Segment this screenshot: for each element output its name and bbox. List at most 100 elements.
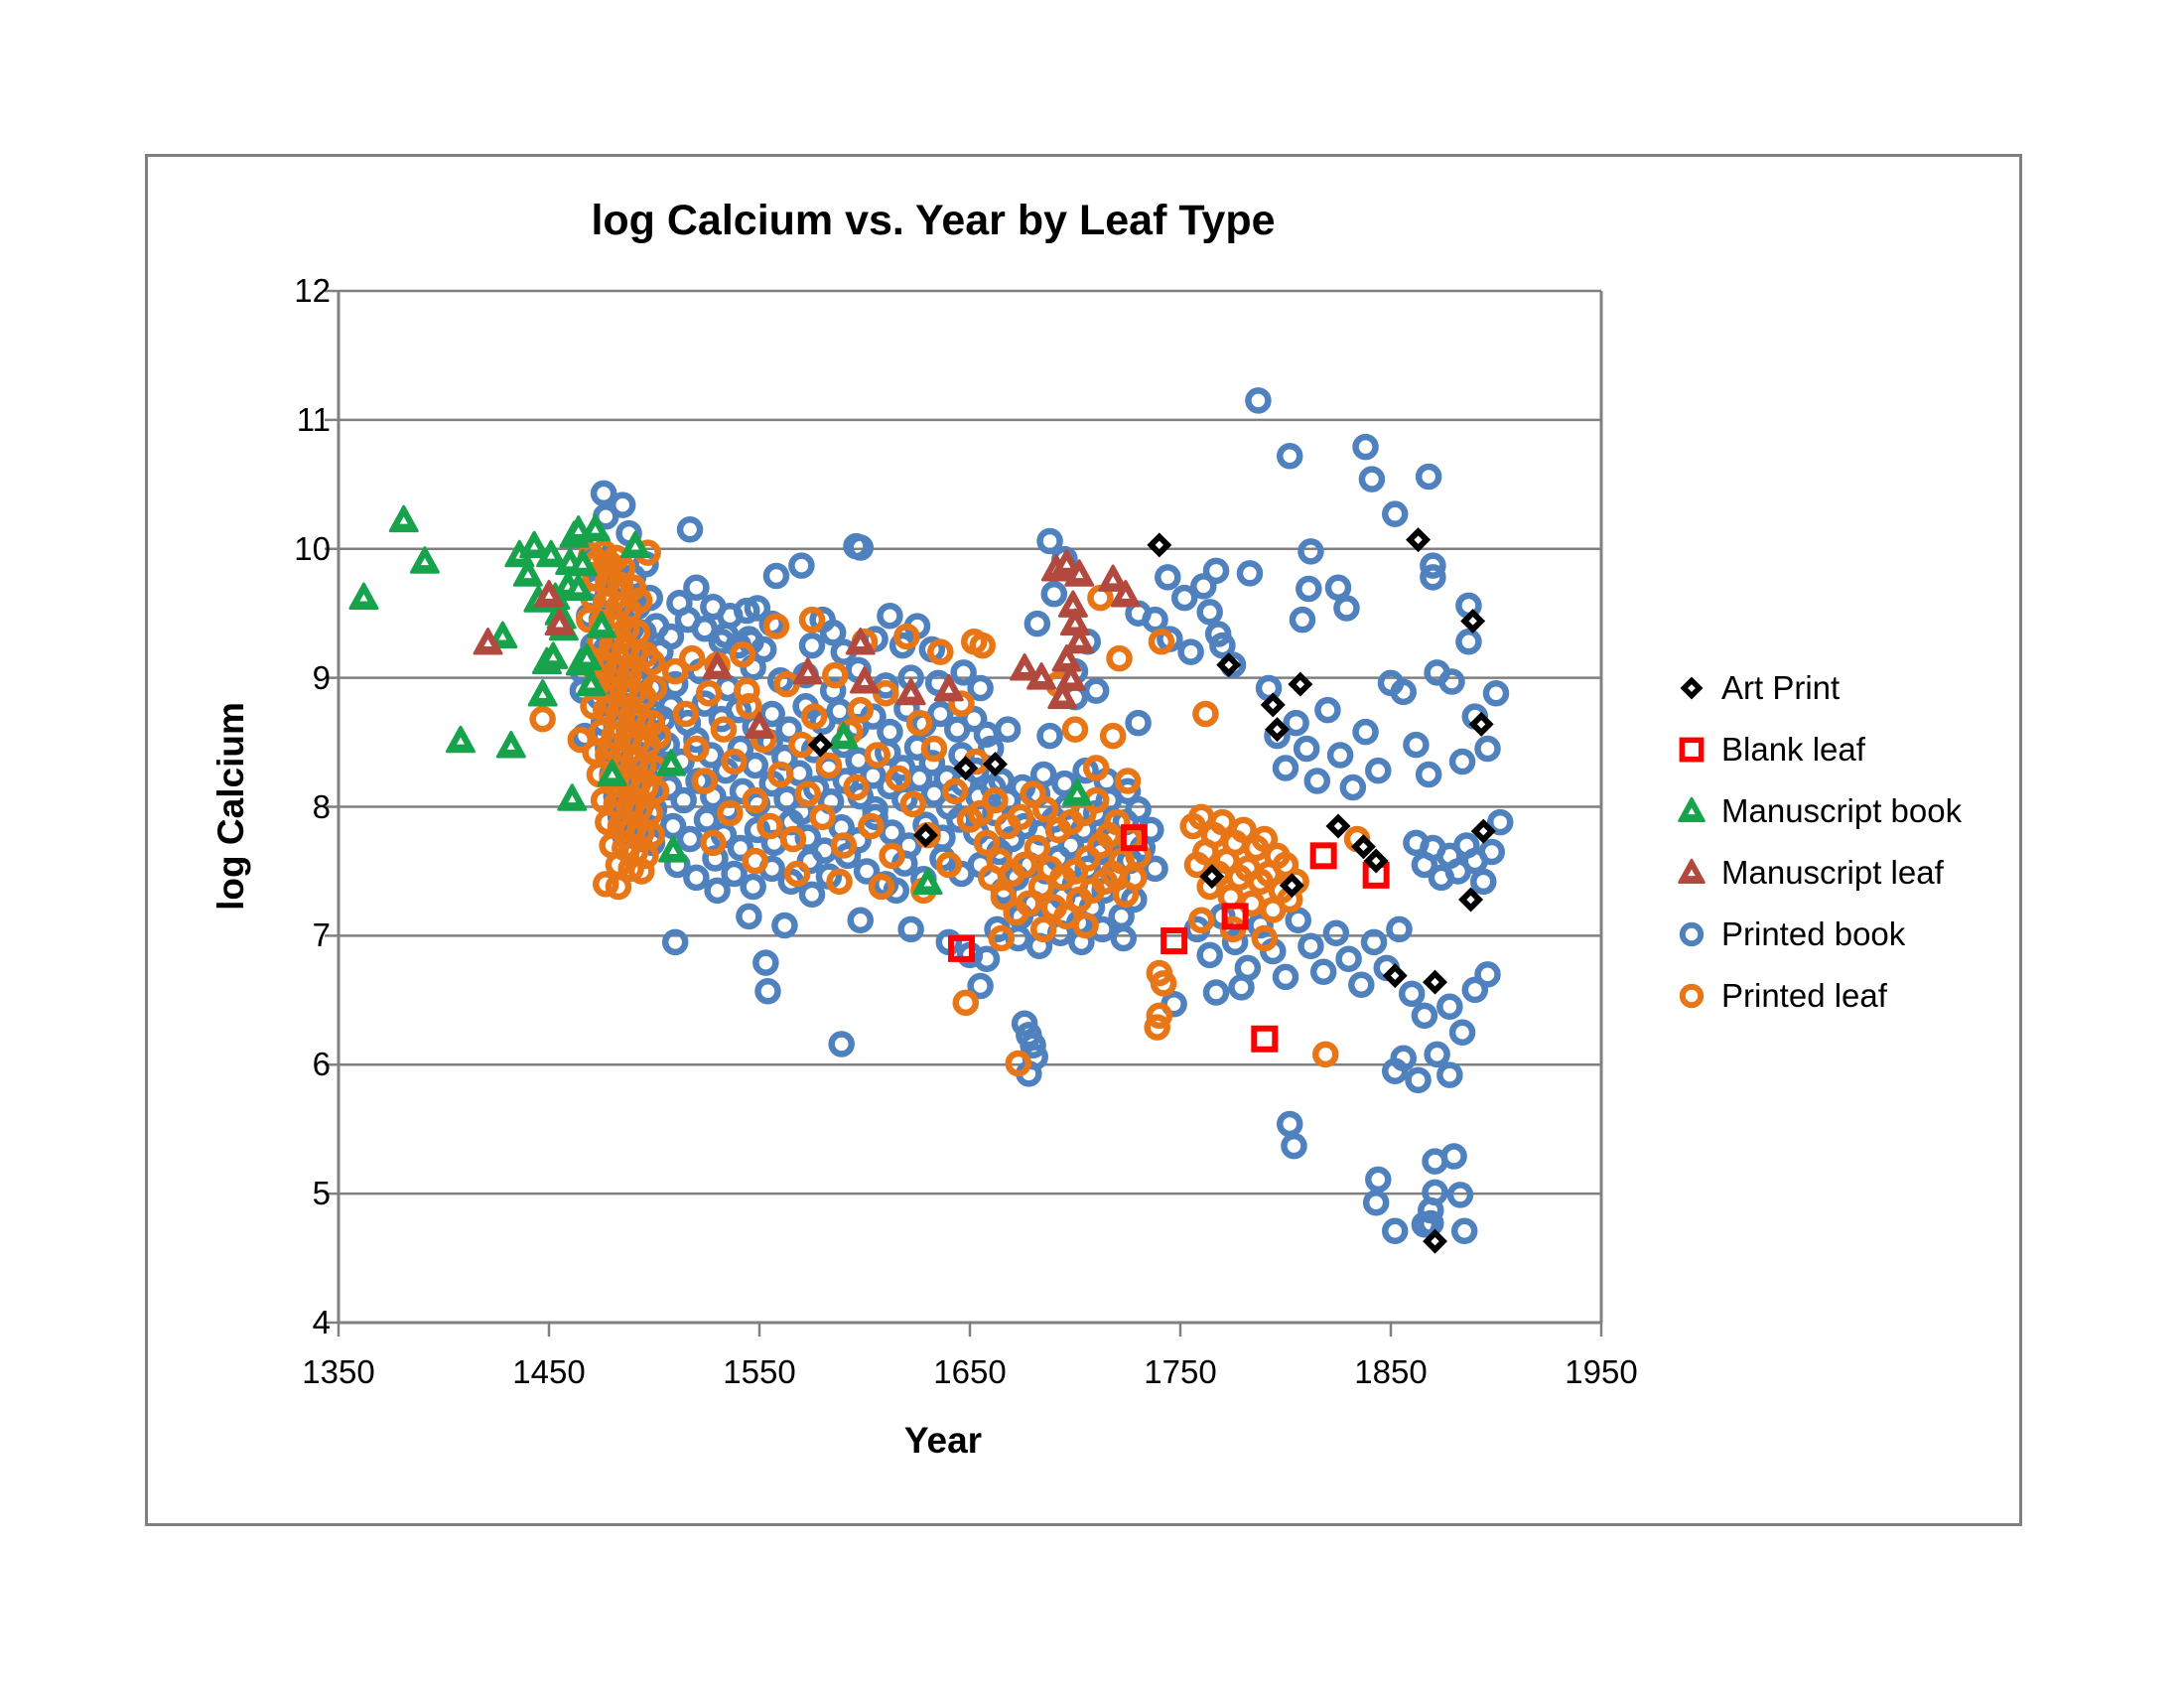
marker-printed_book bbox=[702, 845, 729, 872]
marker-printed_leaf bbox=[1312, 1041, 1339, 1068]
marker-printed_book bbox=[1272, 755, 1299, 781]
marker-printed_book bbox=[670, 786, 697, 814]
marker-manuscript_book bbox=[658, 835, 689, 863]
marker-printed_leaf bbox=[1029, 915, 1057, 943]
marker-printed_book bbox=[676, 516, 704, 543]
marker-manuscript_book bbox=[527, 679, 558, 707]
marker-printed_book bbox=[1420, 564, 1446, 591]
marker-printed_book bbox=[1236, 560, 1264, 587]
marker-printed_leaf bbox=[1209, 808, 1236, 836]
marker-printed_book bbox=[1333, 595, 1360, 622]
marker-printed_book bbox=[683, 726, 710, 754]
marker-art_print bbox=[1406, 527, 1432, 553]
marker-art_print bbox=[1199, 864, 1225, 890]
marker-manuscript_book bbox=[828, 721, 859, 750]
series-manuscript_leaf bbox=[473, 548, 1141, 739]
marker-printed_book bbox=[1335, 945, 1362, 973]
marker-printed_leaf bbox=[661, 657, 689, 685]
marker-printed_book bbox=[744, 816, 771, 844]
marker-blank_leaf bbox=[948, 934, 976, 962]
legend-marker-circle-icon bbox=[1679, 921, 1705, 947]
marker-printed_leaf bbox=[1104, 808, 1131, 836]
marker-manuscript_leaf bbox=[1064, 626, 1095, 654]
marker-printed_leaf bbox=[625, 587, 653, 614]
marker-manuscript_book bbox=[619, 530, 650, 559]
x-tick-label-1850: 1850 bbox=[1354, 1353, 1428, 1390]
marker-manuscript_book bbox=[655, 749, 686, 776]
marker-printed_book bbox=[1326, 742, 1354, 769]
legend-item-blank_leaf: Blank leaf bbox=[1674, 719, 1962, 780]
marker-printed_leaf bbox=[1192, 700, 1219, 728]
legend-item-manuscript_book: Manuscript book bbox=[1674, 780, 1962, 842]
marker-art_print bbox=[1363, 848, 1389, 874]
marker-printed_leaf bbox=[960, 629, 988, 655]
legend-label: Printed book bbox=[1721, 915, 1906, 952]
marker-printed_book bbox=[960, 705, 988, 733]
marker-printed_leaf bbox=[988, 924, 1016, 952]
marker-printed_book bbox=[967, 674, 994, 702]
marker-printed_book bbox=[736, 903, 762, 930]
marker-printed_book bbox=[1461, 976, 1489, 1004]
marker-printed_leaf bbox=[1144, 1014, 1170, 1041]
marker-printed_book bbox=[771, 912, 798, 939]
marker-printed_leaf bbox=[700, 829, 727, 857]
marker-manuscript_leaf bbox=[792, 656, 823, 685]
marker-printed_book bbox=[967, 972, 994, 1000]
marker-printed_leaf bbox=[893, 623, 920, 650]
marker-printed_leaf bbox=[1251, 924, 1279, 952]
marker-printed_book bbox=[819, 619, 847, 646]
marker-printed_book bbox=[847, 907, 875, 934]
marker-printed_leaf bbox=[826, 868, 853, 896]
marker-printed_book bbox=[742, 752, 769, 779]
x-tick-label-1450: 1450 bbox=[512, 1353, 586, 1390]
marker-printed_book bbox=[661, 928, 689, 956]
marker-art_print bbox=[1147, 532, 1172, 558]
marker-printed_leaf bbox=[595, 808, 621, 836]
marker-printed_book bbox=[1455, 629, 1482, 655]
marker-printed_book bbox=[704, 877, 731, 905]
marker-printed_leaf bbox=[858, 812, 885, 840]
marker-manuscript_book bbox=[587, 611, 616, 638]
marker-printed_book bbox=[1422, 1179, 1448, 1206]
marker-printed_leaf bbox=[1016, 890, 1042, 917]
x-axis-title: Year bbox=[903, 1420, 983, 1461]
marker-printed_leaf bbox=[1005, 1050, 1032, 1077]
marker-printed_book bbox=[1276, 442, 1303, 470]
marker-printed_book bbox=[609, 492, 636, 518]
marker-manuscript_leaf bbox=[473, 628, 503, 655]
marker-printed_book bbox=[1474, 735, 1501, 763]
y-tick-label-4: 4 bbox=[312, 1304, 331, 1340]
legend-label: Blank leaf bbox=[1721, 731, 1865, 768]
marker-manuscript_book bbox=[409, 546, 440, 574]
marker-art_print bbox=[1468, 711, 1494, 737]
marker-printed_leaf bbox=[734, 677, 760, 704]
marker-printed_leaf bbox=[580, 692, 607, 720]
legend-label: Manuscript book bbox=[1721, 792, 1963, 829]
marker-printed_book bbox=[883, 877, 910, 905]
marker-printed_book bbox=[1358, 466, 1386, 492]
marker-printed_book bbox=[1309, 958, 1337, 985]
marker-blank_leaf bbox=[1309, 842, 1337, 870]
marker-printed_book bbox=[1478, 838, 1506, 866]
marker-printed_book bbox=[758, 700, 785, 728]
series-blank_leaf bbox=[948, 824, 1390, 1053]
marker-printed_book bbox=[877, 718, 903, 746]
marker-printed_leaf bbox=[800, 703, 828, 730]
marker-manuscript_book bbox=[1062, 778, 1093, 806]
marker-printed_leaf bbox=[742, 786, 769, 814]
marker-printed_book bbox=[1440, 1143, 1467, 1170]
marker-printed_book bbox=[1436, 993, 1463, 1021]
marker-art_print bbox=[1458, 887, 1484, 913]
marker-printed_leaf bbox=[1150, 970, 1177, 997]
marker-printed_book bbox=[798, 632, 826, 659]
marker-printed_book bbox=[1245, 387, 1272, 414]
marker-printed_book bbox=[1438, 668, 1465, 695]
marker-printed_book bbox=[1234, 954, 1262, 982]
marker-printed_book bbox=[744, 595, 771, 622]
marker-printed_leaf bbox=[1251, 825, 1279, 853]
marker-art_print bbox=[982, 752, 1008, 777]
marker-manuscript_leaf bbox=[1064, 559, 1095, 587]
chart-title: log Calcium vs. Year by Leaf Type bbox=[591, 197, 1276, 244]
marker-printed_leaf bbox=[920, 735, 948, 763]
